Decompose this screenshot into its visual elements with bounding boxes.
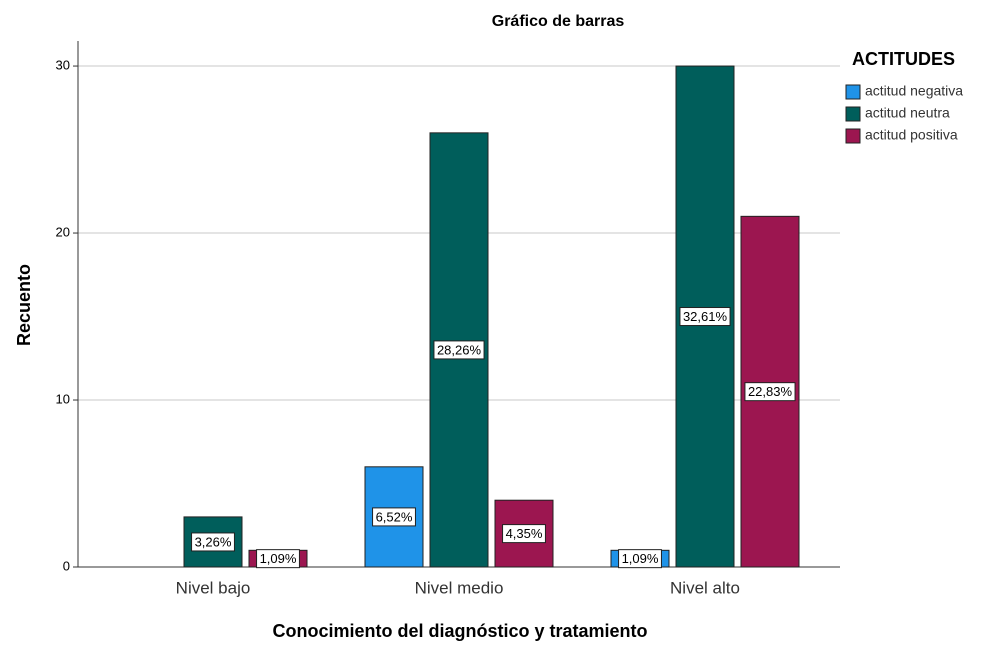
chart-title: Gráfico de barras bbox=[492, 13, 625, 30]
legend-swatch bbox=[845, 128, 861, 144]
data-label: 1,09% bbox=[260, 551, 297, 566]
y-tick-label: 20 bbox=[56, 224, 70, 239]
data-label: 3,26% bbox=[195, 534, 232, 549]
x-tick-label: Nivel medio bbox=[415, 578, 504, 597]
data-label-box bbox=[744, 382, 796, 402]
legend-label: actitud neutra bbox=[865, 105, 950, 121]
y-axis-label: Recuento bbox=[14, 264, 34, 346]
data-label-box bbox=[618, 549, 662, 569]
x-tick-label: Nivel alto bbox=[670, 578, 740, 597]
y-tick-label: 10 bbox=[56, 391, 70, 406]
data-label: 32,61% bbox=[683, 309, 728, 324]
legend-swatch bbox=[845, 106, 861, 122]
data-label: 22,83% bbox=[748, 384, 793, 399]
data-label-box bbox=[372, 507, 416, 527]
data-label-box bbox=[191, 532, 235, 552]
data-label: 28,26% bbox=[437, 342, 482, 357]
data-label-box bbox=[256, 549, 300, 569]
legend-label: actitud positiva bbox=[865, 127, 958, 143]
data-label-box bbox=[502, 524, 546, 544]
y-tick-label: 0 bbox=[63, 558, 70, 573]
data-label-box bbox=[679, 307, 731, 327]
y-tick-label: 30 bbox=[56, 57, 70, 72]
data-label-box bbox=[433, 340, 485, 360]
x-tick-label: Nivel bajo bbox=[176, 578, 251, 597]
legend-title: ACTITUDES bbox=[852, 49, 955, 69]
data-label: 4,35% bbox=[506, 526, 543, 541]
data-label: 1,09% bbox=[622, 551, 659, 566]
legend-swatch bbox=[845, 84, 861, 100]
legend-label: actitud negativa bbox=[865, 83, 963, 99]
x-axis-label: Conocimiento del diagnóstico y tratamien… bbox=[272, 621, 647, 641]
data-label: 6,52% bbox=[376, 509, 413, 524]
